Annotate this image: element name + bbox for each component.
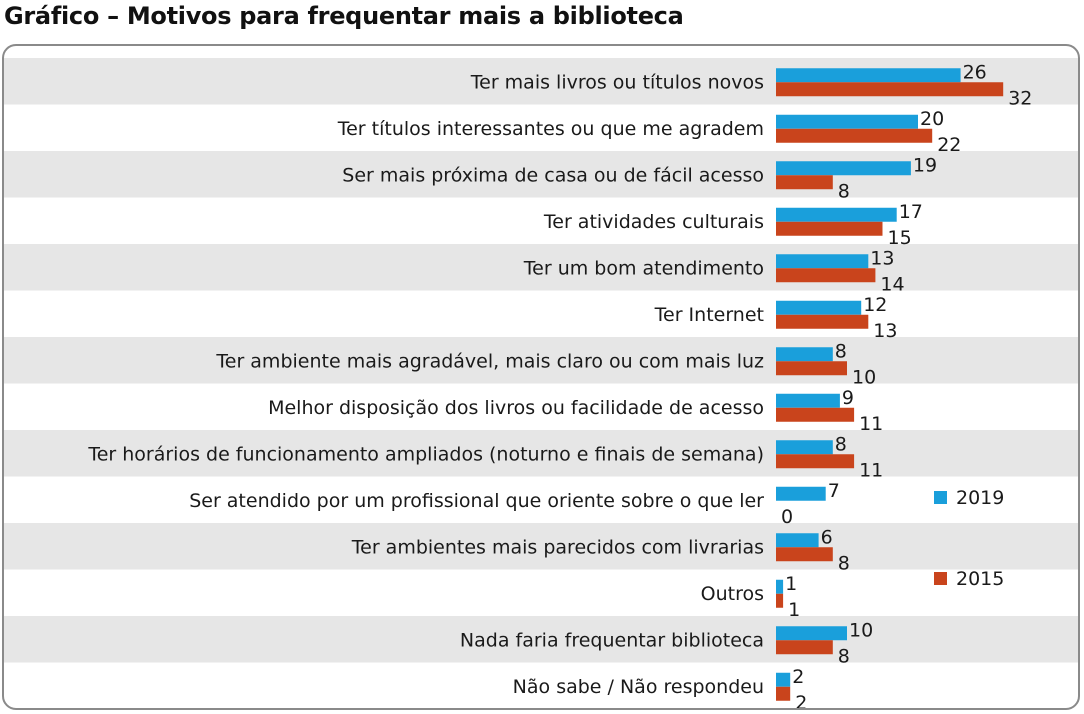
row-band	[4, 430, 1078, 477]
bar-2019	[776, 393, 840, 408]
bar-2015	[776, 268, 876, 283]
value-label-2019: 8	[835, 340, 847, 362]
value-label-2019: 12	[863, 294, 887, 316]
category-label: Não sabe / Não respondeu	[513, 676, 764, 698]
value-label-2015: 13	[873, 320, 897, 342]
bar-2015	[776, 640, 833, 655]
value-label-2019: 1	[785, 573, 797, 595]
bar-2019	[776, 161, 911, 176]
value-label-2019: 26	[963, 61, 987, 83]
category-label: Ter ambiente mais agradável, mais claro …	[215, 350, 764, 372]
bar-2019	[776, 579, 784, 594]
category-label: Ser mais próxima de casa ou de fácil ace…	[342, 164, 764, 186]
value-label-2015: 14	[880, 273, 904, 295]
bar-2019	[776, 533, 819, 548]
bar-2015	[776, 175, 833, 190]
category-label: Outros	[701, 583, 764, 605]
bar-2019	[776, 347, 833, 362]
value-label-2015: 10	[852, 366, 876, 388]
bar-2015	[776, 314, 869, 329]
value-label-2015: 8	[838, 645, 850, 667]
row-band	[4, 523, 1078, 570]
bar-2019	[776, 440, 833, 455]
value-label-2019: 13	[870, 247, 894, 269]
bar-2019	[776, 254, 869, 269]
legend-label-2015: 2015	[956, 568, 1004, 590]
value-label-2019: 20	[920, 108, 944, 130]
legend-label-2019: 2019	[956, 487, 1004, 509]
value-label-2015: 0	[781, 506, 793, 528]
category-label: Ter atividades culturais	[543, 211, 764, 233]
category-label: Ter mais livros ou títulos novos	[470, 71, 764, 93]
bar-2019	[776, 486, 826, 501]
value-label-2019: 6	[821, 526, 833, 548]
category-label: Ter ambientes mais parecidos com livrari…	[351, 536, 764, 558]
row-band	[4, 244, 1078, 291]
value-label-2015: 15	[888, 227, 912, 249]
bar-2015	[776, 547, 833, 562]
bar-2015	[776, 128, 933, 143]
row-band	[4, 616, 1078, 663]
bar-2015	[776, 593, 784, 608]
category-label: Ter um bom atendimento	[523, 257, 764, 279]
value-label-2015: 22	[937, 134, 961, 156]
bar-2019	[776, 626, 847, 641]
legend-swatch-2019	[934, 491, 947, 504]
category-label: Ter títulos interessantes ou que me agra…	[337, 118, 764, 140]
legend-swatch-2015	[934, 572, 947, 585]
bar-2019	[776, 68, 961, 83]
bar-2019	[776, 672, 791, 687]
bar-2015	[776, 454, 855, 469]
value-label-2015: 32	[1008, 87, 1032, 109]
category-label: Melhor disposição dos livros ou facilida…	[268, 397, 764, 419]
value-label-2019: 17	[899, 201, 923, 223]
chart-title: Gráfico – Motivos para frequentar mais a…	[4, 2, 684, 30]
value-label-2019: 2	[792, 666, 804, 688]
value-label-2019: 10	[849, 619, 873, 641]
chart-frame: Ter mais livros ou títulos novos 26 32 Ter …	[2, 44, 1080, 710]
bar-2019	[776, 114, 918, 129]
value-label-2015: 11	[859, 413, 883, 435]
bar-2015	[776, 221, 883, 236]
value-label-2015: 1	[788, 599, 800, 621]
value-label-2015: 8	[838, 180, 850, 202]
value-label-2015: 2	[795, 692, 807, 708]
bar-2015	[776, 361, 847, 376]
bar-2015	[776, 407, 855, 422]
bar-chart: Ter mais livros ou títulos novos 2632Ter …	[4, 58, 1078, 708]
bar-2019	[776, 300, 862, 315]
category-label: Ter Internet	[654, 304, 764, 326]
row-band	[4, 337, 1078, 384]
value-label-2019: 9	[842, 387, 854, 409]
value-label-2019: 7	[828, 480, 840, 502]
value-label-2019: 19	[913, 154, 937, 176]
value-label-2015: 11	[859, 459, 883, 481]
bar-2015	[776, 82, 1004, 97]
bar-2015	[776, 686, 791, 701]
category-label: Ser atendido por um profissional que ori…	[189, 490, 764, 512]
value-label-2015: 8	[838, 552, 850, 574]
category-label: Nada faria frequentar biblioteca	[460, 629, 764, 651]
value-label-2019: 8	[835, 433, 847, 455]
category-label: Ter horários de funcionamento ampliados …	[87, 443, 764, 465]
bar-2019	[776, 207, 897, 222]
